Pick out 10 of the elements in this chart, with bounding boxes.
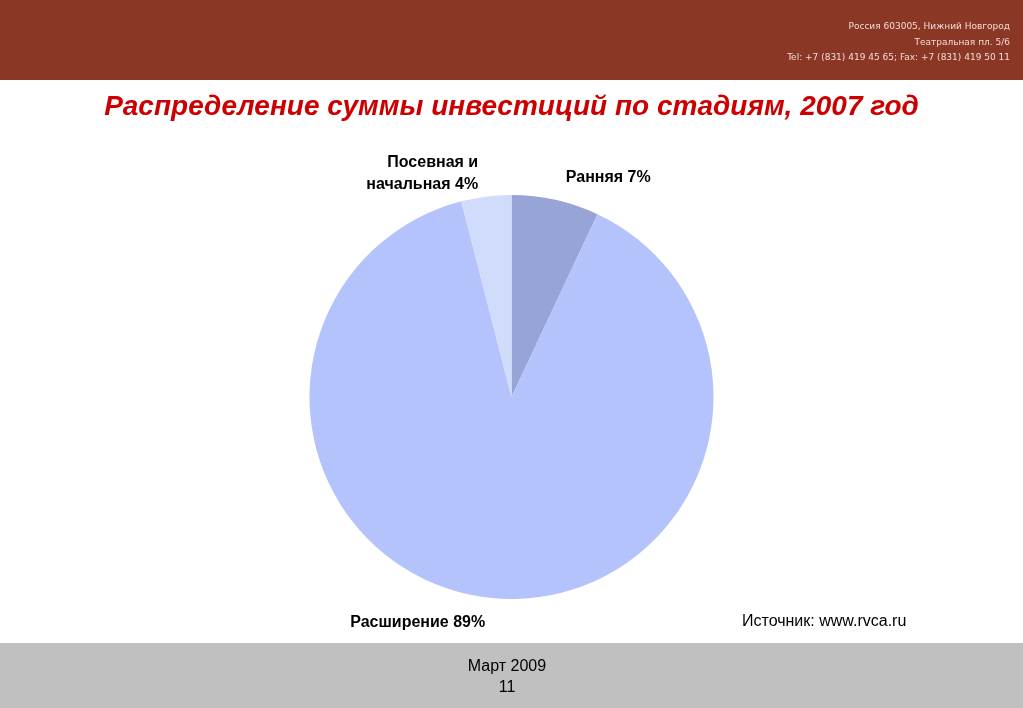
text: Март 2009: [467, 657, 547, 674]
chart-title: Распределение суммы инвестиций по стадиям, 2007 год: [104, 89, 919, 121]
slice-label: Ранняя 7%: [565, 167, 651, 185]
text: 11: [498, 678, 516, 695]
slice-label: Расширение 89%: [350, 613, 486, 631]
text: Tel: +7 (831) 419 45 65; Fax: +7 (831) 419 50 11: [787, 52, 1010, 62]
text: Россия 603005, Нижний Новгород: [848, 21, 1010, 31]
text: Источник: www.rvca.ru: [742, 612, 907, 630]
slice-label: Посевная и начальная 4%: [366, 153, 479, 193]
text: Театральная пл. 5/6: [914, 36, 1010, 47]
